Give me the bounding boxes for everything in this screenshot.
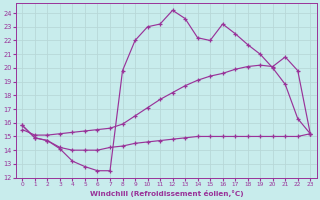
X-axis label: Windchill (Refroidissement éolien,°C): Windchill (Refroidissement éolien,°C)	[90, 190, 243, 197]
